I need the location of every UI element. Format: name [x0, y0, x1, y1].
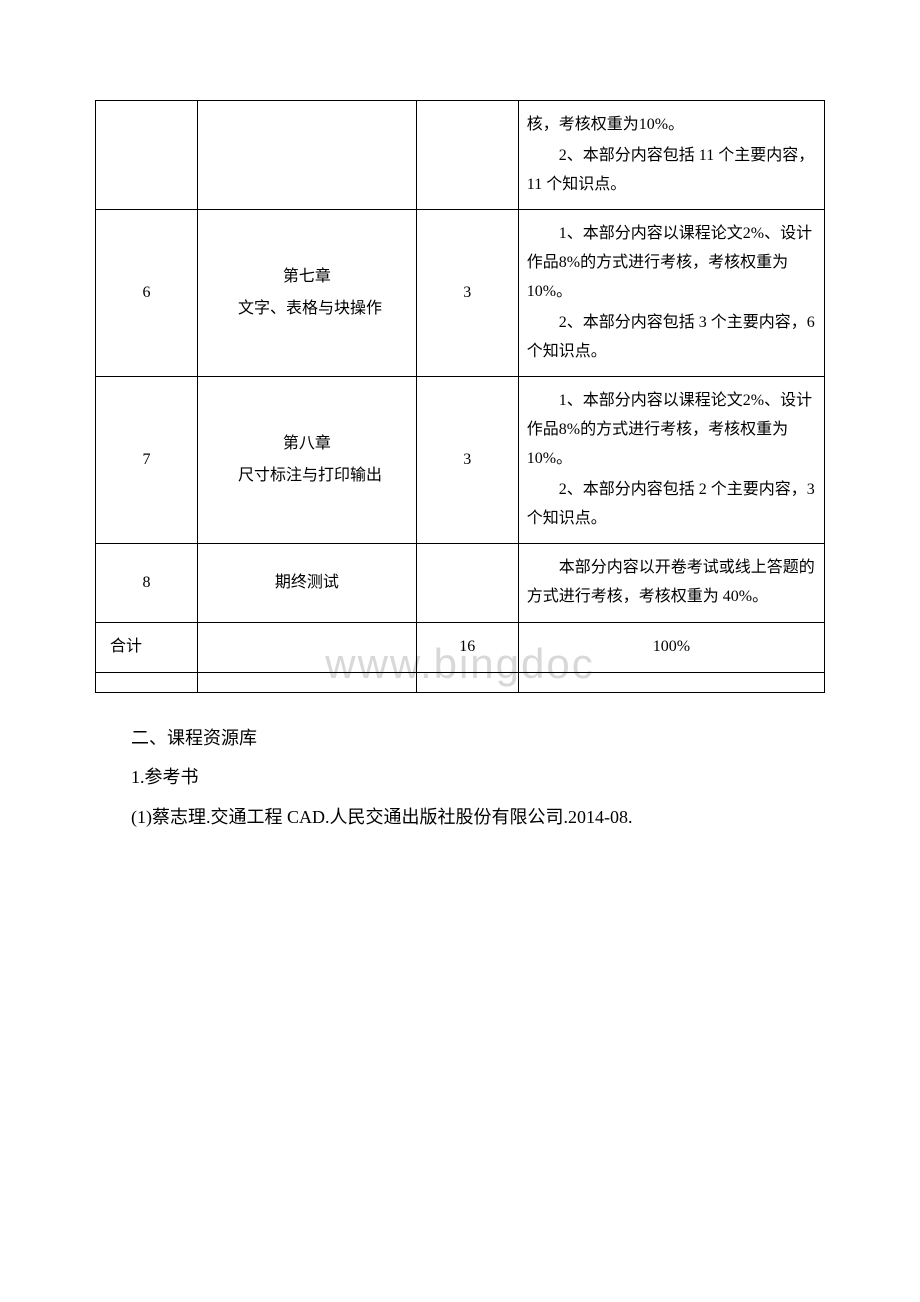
cell-chapter: 期终测试	[198, 544, 417, 623]
table-row: 7 第八章 尺寸标注与打印输出 3 1、本部分内容以课程论文2%、设计作品8%的…	[96, 377, 825, 544]
body-text-section: 二、课程资源库 1.参考书 (1)蔡志理.交通工程 CAD.人民交通出版社股份有…	[95, 719, 825, 838]
chapter-subtitle: 尺寸标注与打印输出	[206, 462, 408, 491]
cell-index: 6	[96, 210, 198, 377]
cell-total-hours: 16	[416, 622, 518, 672]
cell-notes: 1、本部分内容以课程论文2%、设计作品8%的方式进行考核，考核权重为10%。 2…	[518, 210, 824, 377]
cell-hours: 3	[416, 377, 518, 544]
cell-total-weight: 100%	[518, 622, 824, 672]
cell-empty	[198, 672, 417, 692]
cell-hours	[416, 101, 518, 210]
cell-total-label: 合计	[96, 622, 198, 672]
note-paragraph: 本部分内容以开卷考试或线上答题的方式进行考核，考核权重为 40%。	[527, 554, 816, 612]
subsection-heading: 1.参考书	[95, 758, 825, 798]
cell-empty	[198, 622, 417, 672]
cell-empty	[416, 672, 518, 692]
course-table: 核，考核权重为10%。 2、本部分内容包括 11 个主要内容，11 个知识点。 …	[95, 100, 825, 693]
table-row: 8 期终测试 本部分内容以开卷考试或线上答题的方式进行考核，考核权重为 40%。	[96, 544, 825, 623]
cell-empty	[518, 672, 824, 692]
chapter-subtitle: 期终测试	[275, 574, 339, 591]
cell-index: 8	[96, 544, 198, 623]
note-paragraph: 1、本部分内容以课程论文2%、设计作品8%的方式进行考核，考核权重为10%。	[527, 220, 816, 306]
cell-index: 7	[96, 377, 198, 544]
table-row: 核，考核权重为10%。 2、本部分内容包括 11 个主要内容，11 个知识点。	[96, 101, 825, 210]
table-row: 6 第七章 文字、表格与块操作 3 1、本部分内容以课程论文2%、设计作品8%的…	[96, 210, 825, 377]
note-paragraph: 2、本部分内容包括 3 个主要内容，6 个知识点。	[527, 309, 816, 367]
cell-notes: 1、本部分内容以课程论文2%、设计作品8%的方式进行考核，考核权重为10%。 2…	[518, 377, 824, 544]
reference-item: (1)蔡志理.交通工程 CAD.人民交通出版社股份有限公司.2014-08.	[95, 798, 825, 838]
table-empty-row	[96, 672, 825, 692]
chapter-title: 第八章	[206, 430, 408, 459]
cell-index	[96, 101, 198, 210]
table-total-row: 合计 16 100%	[96, 622, 825, 672]
cell-hours	[416, 544, 518, 623]
note-paragraph: 核，考核权重为10%。	[527, 111, 816, 140]
cell-chapter	[198, 101, 417, 210]
cell-empty	[96, 672, 198, 692]
cell-notes: 核，考核权重为10%。 2、本部分内容包括 11 个主要内容，11 个知识点。	[518, 101, 824, 210]
note-paragraph: 2、本部分内容包括 11 个主要内容，11 个知识点。	[527, 142, 816, 200]
note-paragraph: 2、本部分内容包括 2 个主要内容，3 个知识点。	[527, 476, 816, 534]
cell-hours: 3	[416, 210, 518, 377]
chapter-title: 第七章	[206, 263, 408, 292]
chapter-subtitle: 文字、表格与块操作	[206, 295, 408, 324]
cell-chapter: 第八章 尺寸标注与打印输出	[198, 377, 417, 544]
note-paragraph: 1、本部分内容以课程论文2%、设计作品8%的方式进行考核，考核权重为10%。	[527, 387, 816, 473]
cell-chapter: 第七章 文字、表格与块操作	[198, 210, 417, 377]
cell-notes: 本部分内容以开卷考试或线上答题的方式进行考核，考核权重为 40%。	[518, 544, 824, 623]
section-heading: 二、课程资源库	[95, 719, 825, 759]
